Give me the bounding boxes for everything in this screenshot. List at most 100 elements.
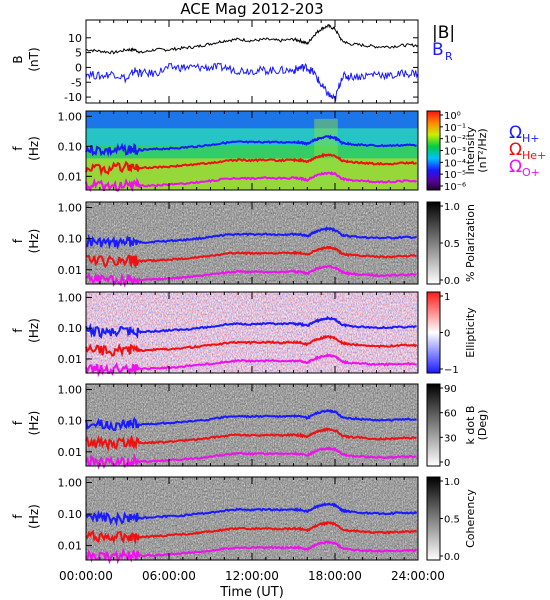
panel-5-ytick-label: 0.10 [58, 415, 83, 428]
spectrogram-event-band [314, 118, 338, 187]
colorbar-tick-label: −1 [444, 365, 459, 376]
gyro-label-h_plus-subscript: H+ [522, 132, 540, 145]
colorbar-tick-label: 10⁻⁶ [444, 182, 466, 193]
panel-2: f (Hz) 1.00 0.10 0.01 10⁰10⁻¹10⁻²10⁻³10⁻⁴10⁻⁵… [11, 110, 546, 193]
gyrofrequency-o_plus-line [85, 352, 417, 378]
colorbar-label: Intensity [464, 126, 477, 174]
x-tick-label: 00:00:00 [59, 569, 113, 583]
panel-1-ytick-label: 10 [68, 32, 82, 45]
colorbar-tick-label: 10⁻³ [444, 147, 466, 158]
panel-3-yunit: (Hz) [27, 229, 41, 254]
gyrofrequency-he_plus-line [85, 427, 417, 453]
panel-5-ytick-label: 0.01 [58, 446, 83, 459]
gyrofrequency-o_plus-line [85, 540, 418, 565]
gyrofrequency-he_plus-line [85, 245, 417, 269]
panel-3-ytick-label: 0.01 [58, 264, 83, 277]
gyro-label-he_plus: Ω [509, 140, 522, 160]
colorbar-tick-label: 1.0 [444, 477, 460, 488]
gyrofrequency-he_plus-line [85, 152, 417, 177]
colorbar-unit: (nT²/Hz) [476, 128, 489, 172]
colorbar-tick-label: 0.5 [444, 515, 460, 526]
colorbar-tick-label: 1 [444, 292, 450, 303]
colorbar-label: k dot B [464, 406, 477, 445]
panel-4-ytick-label: 1.00 [58, 291, 83, 304]
legend-br-label: B [432, 40, 444, 60]
colorbar-unit: (Deg) [476, 410, 489, 441]
panel-6-colorbar [426, 476, 441, 561]
panel-4-ytick-label: 0.01 [58, 353, 83, 366]
colorbar-label: Ellipticity [464, 307, 477, 358]
colorbar-tick-label: 60 [444, 409, 457, 420]
gyro-label-he_plus-subscript: He+ [522, 149, 546, 162]
colorbar-tick-label: 10⁻² [444, 135, 466, 146]
panel-2-ylabel: f [11, 146, 25, 151]
panel-5-ytick-label: 1.00 [58, 383, 83, 396]
x-axis-tick-labels: 00:00:00 06:00:00 12:00:00 18:00:00 24:00:00 [59, 569, 445, 583]
colorbar-label: % Polarization [464, 204, 477, 282]
panel-1-yunit: (nT) [27, 47, 41, 71]
gyrofrequency-o_plus-line [85, 446, 417, 470]
colorbar-tick-label: 10⁻⁴ [444, 158, 466, 169]
x-tick-label: 18:00:00 [308, 569, 362, 583]
gyrofrequency-o_plus-line [85, 264, 417, 288]
gyrofrequency-h_plus-line [85, 409, 417, 432]
gyrofrequency-he_plus-line [85, 520, 418, 545]
x-tick-label: 24:00:00 [391, 569, 445, 583]
gyrofrequency-o_plus-line [85, 171, 418, 193]
panel-1-ytick-label: 5 [75, 47, 82, 60]
gyro-label-o_plus: Ω [509, 157, 522, 177]
panel-6-ytick-label: 0.10 [58, 508, 83, 521]
panel-6-ytick-label: 0.01 [58, 540, 83, 553]
panel-2-ytick-label: 1.00 [58, 110, 83, 123]
colorbar-tick-label: 0 [444, 329, 450, 340]
series-bmag-line [85, 24, 419, 55]
panel-4-colorbar [426, 291, 441, 374]
colorbar-tick-label: 0.5 [444, 239, 460, 250]
gyro-label-h_plus: Ω [509, 123, 522, 143]
panel-2-yunit: (Hz) [27, 136, 41, 161]
panel-1-ytick-label: -10 [64, 91, 82, 104]
panel-6-ylabel: f [11, 514, 25, 519]
colorbar-tick-label: 0 [444, 458, 450, 469]
panel-1-ylabel: B [11, 55, 25, 63]
panel-1-ytick-label: -5 [71, 76, 82, 89]
panel-3: f (Hz) 1.00 0.10 0.01 1.0 0.5 0.0 % Polarization [11, 201, 477, 288]
legend-bmag-label: |B| [432, 23, 455, 43]
panel-3-ylabel: f [11, 238, 25, 243]
gyrofrequency-h_plus-line [85, 134, 417, 158]
panel-1-background [86, 20, 418, 103]
colorbar-label: Coherency [464, 489, 477, 548]
gyrofrequency-h_plus-line [85, 502, 418, 527]
panel-4: f (Hz) 1.00 0.10 0.01 1 0 −1 Ellipticity [11, 291, 477, 378]
spectrogram-mid-band [86, 128, 418, 146]
legend-br-subscript: R [445, 50, 453, 63]
x-axis-label: Time (UT) [219, 585, 284, 600]
panel-3-colorbar [426, 201, 441, 285]
panel-4-ylabel: f [11, 328, 25, 333]
colorbar-tick-label: 1.0 [444, 202, 460, 213]
gyro-label-o_plus-subscript: O+ [522, 166, 540, 179]
colorbar-tick-label: 0.0 [444, 552, 460, 563]
colorbar-tick-label: 30 [444, 433, 457, 444]
colorbar-tick-label: 10⁻¹ [444, 123, 466, 134]
panel-3-ytick-label: 1.00 [58, 201, 83, 214]
panel-6-yunit: (Hz) [27, 504, 41, 529]
panel-5-yunit: (Hz) [27, 411, 41, 436]
panel-2-ytick-label: 0.01 [58, 170, 83, 183]
gyrofrequency-h_plus-line [85, 315, 417, 340]
colorbar-tick-label: 90 [444, 384, 457, 395]
panel-4-yunit: (Hz) [27, 318, 41, 343]
panel-5-colorbar [426, 383, 441, 467]
colorbar-tick-label: 0.0 [444, 276, 460, 287]
panel-6-ytick-label: 1.00 [58, 477, 83, 490]
panel-2-colorbar [426, 110, 441, 191]
panel-1-ytick-label: 0 [75, 61, 82, 74]
figure-title: ACE Mag 2012-203 [180, 0, 323, 18]
x-tick-label: 06:00:00 [142, 569, 196, 583]
panel-4-ytick-label: 0.10 [58, 322, 83, 335]
panel-2-ytick-label: 0.10 [58, 140, 83, 153]
colorbar-tick-label: 10⁻⁵ [444, 170, 466, 181]
